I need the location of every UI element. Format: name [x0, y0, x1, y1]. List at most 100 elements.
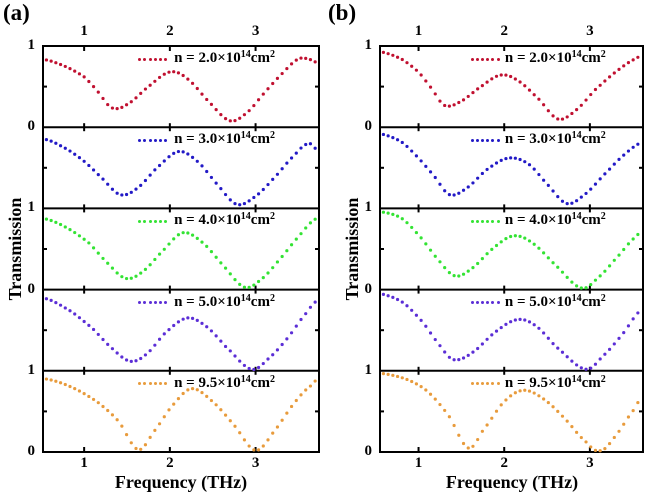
y-axis-title-a: Transmission	[5, 197, 25, 301]
legend-dot	[138, 138, 142, 142]
legend-dot	[496, 138, 500, 142]
legend-dot	[143, 219, 147, 223]
legend-dot	[164, 138, 168, 142]
legend-dot	[491, 301, 495, 305]
legend-dot	[481, 138, 485, 142]
legend-dot	[470, 57, 474, 61]
legend-dot	[496, 219, 500, 223]
legend-dot	[164, 57, 168, 61]
legend-dot	[481, 301, 485, 305]
legend-dot	[486, 382, 490, 386]
legend-dot	[475, 138, 479, 142]
legend-label: n = 3.0×1014cm2	[174, 130, 275, 148]
legend-dot	[148, 382, 152, 386]
legend-dot	[470, 301, 474, 305]
legend-dot	[481, 382, 485, 386]
x-tick-label-top: 3	[586, 23, 594, 39]
legend-line-sample	[470, 138, 500, 142]
y-tick-label: 0	[27, 118, 36, 135]
legend-dot	[496, 301, 500, 305]
panel-a-label: (a)	[3, 0, 30, 25]
legend-line-sample	[138, 138, 168, 142]
legend-label: n = 2.0×1014cm2	[504, 49, 606, 66]
y-tick-label: 1	[364, 37, 373, 53]
legend-dot	[158, 382, 162, 386]
legend-dot	[158, 301, 162, 305]
x-tick-label-bottom: 1	[80, 455, 88, 471]
legend-dot	[138, 301, 142, 305]
legend-dot	[143, 301, 147, 305]
legend-dot	[491, 219, 495, 223]
x-tick-label-top: 3	[251, 23, 260, 39]
legend-dot	[138, 57, 142, 61]
legend-label: n = 4.0×1014cm2	[174, 211, 275, 229]
x-tick-label-top: 2	[166, 23, 174, 39]
x-tick-label-bottom: 1	[414, 455, 423, 471]
y-tick-label: 0	[364, 280, 373, 297]
legend-dot	[153, 301, 157, 305]
x-axis-title-b: Frequency (THz)	[445, 472, 579, 492]
legend-dot	[491, 57, 495, 61]
legend-dot	[158, 219, 162, 223]
legend-dot	[486, 219, 490, 223]
legend-dot	[153, 382, 157, 386]
legend-dot	[470, 219, 474, 223]
x-tick-label-top: 1	[414, 23, 423, 39]
legend-dot	[143, 382, 147, 386]
legend-dot	[158, 138, 162, 142]
y-tick-label: 0	[364, 118, 373, 135]
legend-dot	[475, 301, 479, 305]
x-tick-label-top: 1	[80, 23, 88, 39]
y-tick-label: 0	[27, 280, 36, 297]
legend-label: n = 9.5×1014cm2	[504, 373, 606, 391]
legend-dot	[496, 57, 500, 61]
x-tick-label-bottom: 3	[251, 455, 260, 471]
legend-dot	[138, 219, 142, 223]
legend-line-sample	[470, 57, 500, 61]
legend-dot	[158, 57, 162, 61]
y-tick-label: 1	[27, 37, 36, 53]
legend-dot	[475, 219, 479, 223]
legend-dot	[143, 138, 147, 142]
legend-dot	[475, 382, 479, 386]
legend-dot	[143, 57, 147, 61]
legend-dot	[148, 301, 152, 305]
legend-dot	[153, 219, 157, 223]
legend-dot	[164, 219, 168, 223]
legend-label: n = 2.0×1014cm2	[174, 49, 275, 66]
legend-label: n = 4.0×1014cm2	[504, 211, 606, 229]
x-tick-label-top: 2	[500, 23, 508, 39]
legend-line-sample	[138, 301, 168, 305]
x-tick-label-bottom: 2	[166, 455, 174, 471]
legend-line-sample	[138, 219, 168, 223]
y-tick-label: 1	[364, 199, 373, 216]
legend-dot	[148, 219, 152, 223]
panel-b-label: (b)	[328, 0, 357, 25]
y-tick-label: 0	[27, 443, 36, 459]
legend-label: n = 5.0×1014cm2	[504, 292, 606, 310]
legend-dot	[153, 57, 157, 61]
legend-dot	[486, 138, 490, 142]
x-axis-title-a: Frequency (THz)	[114, 472, 248, 492]
legend-dot	[153, 138, 157, 142]
legend-dot	[164, 382, 168, 386]
y-tick-label: 1	[27, 199, 36, 216]
legend-dot	[496, 382, 500, 386]
legend-line-sample	[470, 382, 500, 386]
legend-dot	[486, 301, 490, 305]
y-tick-label: 1	[364, 361, 373, 378]
legend-label: n = 5.0×1014cm2	[174, 292, 275, 310]
legend-dot	[470, 138, 474, 142]
legend-dot	[164, 301, 168, 305]
legend-dot	[148, 138, 152, 142]
legend-line-sample	[138, 57, 168, 61]
legend-dot	[481, 219, 485, 223]
x-tick-label-bottom: 3	[586, 455, 594, 471]
legend-dot	[486, 57, 490, 61]
legend-line-sample	[470, 219, 500, 223]
legend-line-sample	[138, 382, 168, 386]
legend-dot	[491, 138, 495, 142]
y-tick-label: 1	[27, 361, 36, 378]
